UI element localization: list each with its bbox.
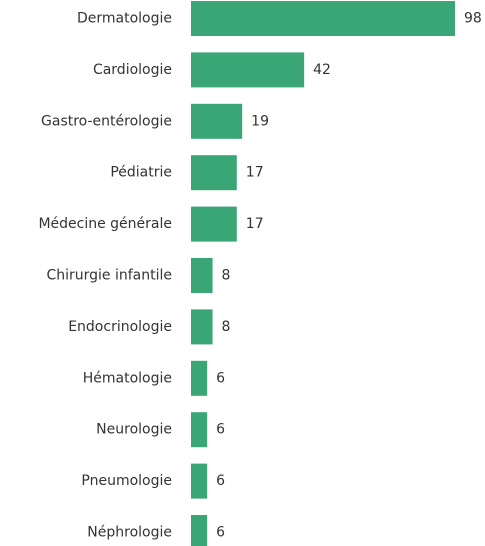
value-label: 6 bbox=[216, 525, 225, 541]
value-label: 19 bbox=[251, 113, 269, 129]
category-label: Chirurgie infantile bbox=[46, 268, 172, 284]
bar bbox=[191, 1, 455, 36]
category-label: Médecine générale bbox=[38, 216, 172, 232]
value-label: 98 bbox=[464, 11, 482, 27]
value-label: 8 bbox=[222, 319, 231, 335]
bar bbox=[191, 103, 243, 139]
bar bbox=[191, 360, 208, 396]
value-label: 17 bbox=[246, 216, 264, 232]
category-label: Néphrologie bbox=[87, 525, 172, 541]
value-label: 8 bbox=[222, 268, 231, 284]
bar bbox=[191, 206, 237, 242]
bar bbox=[191, 258, 213, 293]
value-label: 6 bbox=[216, 370, 225, 386]
bar bbox=[191, 515, 208, 546]
category-label: Pneumologie bbox=[81, 473, 172, 489]
bar bbox=[191, 155, 237, 191]
category-label: Endocrinologie bbox=[68, 319, 172, 335]
value-label: 17 bbox=[246, 165, 264, 181]
bar bbox=[191, 52, 305, 88]
category-label: Dermatologie bbox=[77, 11, 172, 27]
value-label: 6 bbox=[216, 473, 225, 489]
category-label: Hématologie bbox=[83, 370, 172, 386]
category-label: Gastro-entérologie bbox=[41, 113, 172, 129]
category-label: Pédiatrie bbox=[110, 165, 172, 181]
bar bbox=[191, 463, 208, 499]
bar bbox=[191, 412, 208, 448]
bar bbox=[191, 309, 213, 345]
value-label: 6 bbox=[216, 422, 225, 438]
category-label: Cardiologie bbox=[93, 62, 172, 78]
category-label: Neurologie bbox=[96, 422, 172, 438]
value-label: 42 bbox=[313, 62, 331, 78]
